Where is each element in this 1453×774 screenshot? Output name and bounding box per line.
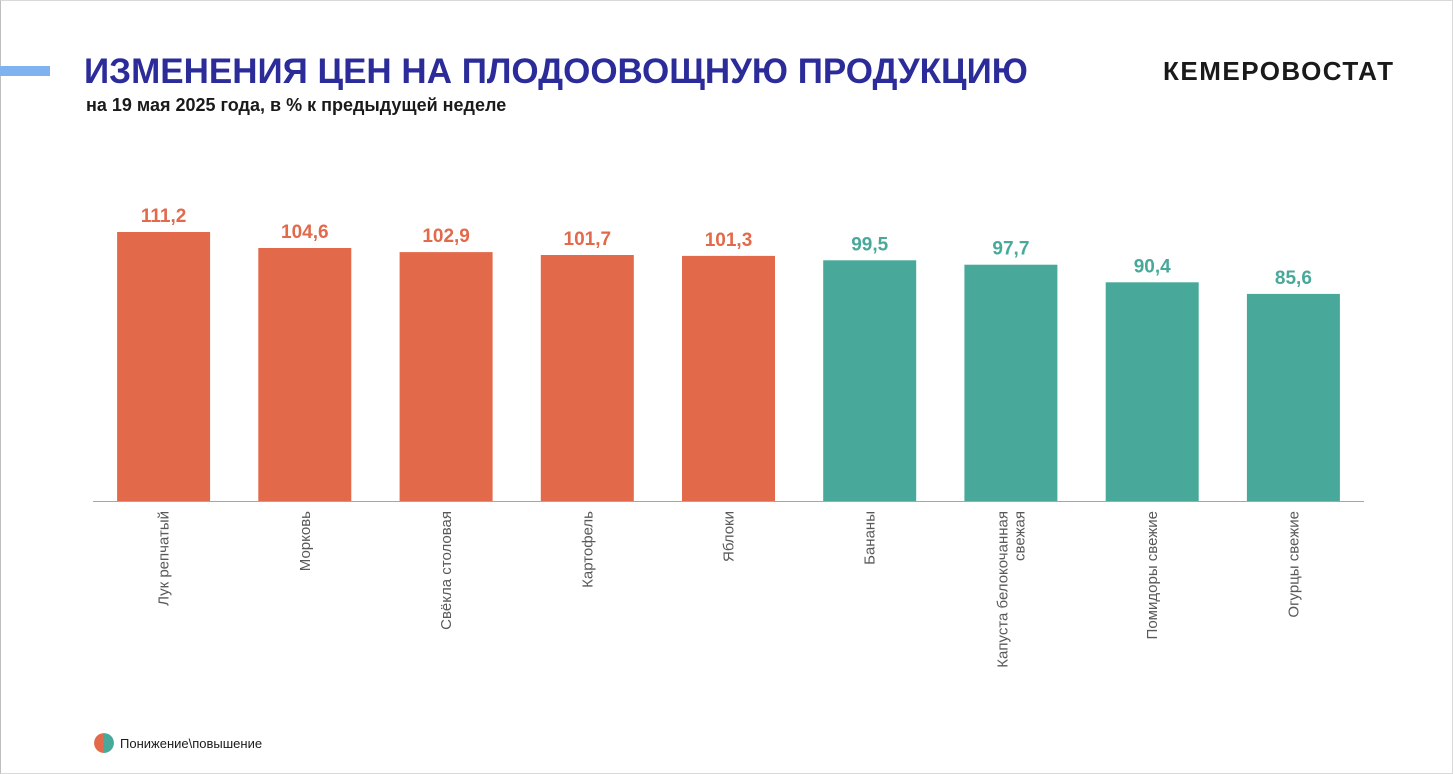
accent-bar [0,66,50,76]
category-label: Огурцы свежие [1285,511,1302,618]
value-labels-layer: 111,2 104,6 102,9 101,7 101,3 99,5 97,7 90,4 85,… [141,206,1312,289]
legend-swatch-increase [94,733,104,753]
bar-value-label: 104,6 [281,222,329,243]
category-label: Яблоки [721,511,738,562]
category-label: Морковь [297,511,314,571]
bar-value-label: 111,2 [141,206,186,227]
legend-swatch-icon [94,733,114,753]
bar-value-label: 102,9 [422,226,470,247]
bar-value-label: 101,3 [705,230,753,251]
bar [540,255,634,501]
bar [1105,282,1199,501]
bar-value-label: 101,7 [564,229,612,250]
bar [117,232,211,501]
bar [258,248,352,501]
bar [1246,293,1340,501]
bar-value-label: 90,4 [1134,256,1171,277]
bar [964,264,1058,501]
category-labels-layer: Лук репчатый Морковь Свёкла столовая Картоф… [156,511,1303,668]
legend: Понижение\повышение [94,733,262,753]
bar-value-label: 99,5 [851,234,888,255]
bar-value-label: 97,7 [992,239,1029,260]
category-label: Лук репчатый [156,511,173,606]
bar [399,252,493,501]
category-label: Капуста белокочаннаясвежая [994,511,1028,668]
bar-value-label: 85,6 [1275,268,1312,289]
legend-label: Понижение\повышение [120,735,263,751]
bar [682,255,775,501]
bars-layer [117,232,1340,501]
category-label: Свёкла столовая [438,511,455,630]
legend-swatch-decrease [104,733,114,753]
page-title: ИЗМЕНЕНИЯ ЦЕН НА ПЛОДООВОЩНУЮ ПРОДУКЦИЮ [84,52,1028,91]
bar [823,260,917,501]
category-label: Бананы [862,511,879,565]
category-label: Картофель [579,511,596,588]
page-subtitle: на 19 мая 2025 года, в % к предыдущей не… [86,95,507,115]
brand-logo: КЕМЕРОВОСТАТ [1163,56,1395,86]
category-label: Помидоры свежие [1144,511,1161,639]
